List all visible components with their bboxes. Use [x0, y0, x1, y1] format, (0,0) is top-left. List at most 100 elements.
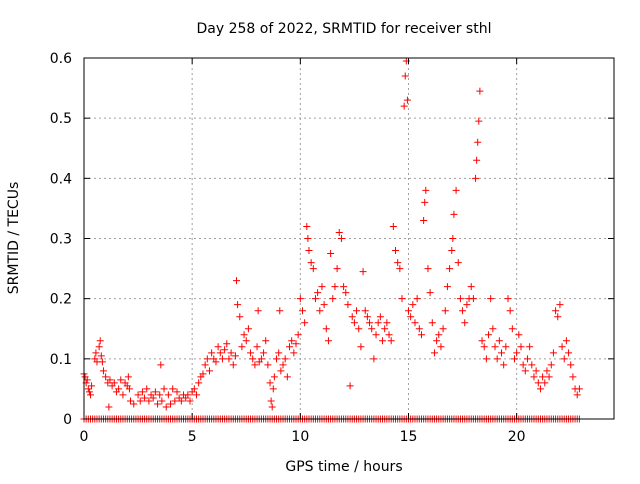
- y-tick-label: 0.3: [50, 232, 72, 248]
- data-point: [283, 373, 291, 381]
- data-point: [387, 337, 395, 345]
- data-point: [290, 349, 298, 357]
- data-point: [171, 397, 179, 405]
- data-point: [102, 373, 110, 381]
- data-point: [277, 367, 285, 375]
- data-point: [376, 313, 384, 321]
- data-point: [314, 289, 322, 297]
- data-point: [510, 355, 518, 363]
- data-point: [355, 325, 363, 333]
- data-point: [363, 313, 371, 321]
- data-point: [517, 343, 525, 351]
- data-point: [225, 355, 233, 363]
- data-point: [231, 352, 239, 360]
- data-point: [234, 301, 242, 309]
- data-point: [480, 343, 488, 351]
- data-point: [253, 343, 261, 351]
- data-point: [264, 361, 272, 369]
- data-point: [309, 265, 317, 273]
- data-point: [368, 325, 376, 333]
- data-point: [190, 385, 198, 393]
- data-point: [110, 379, 118, 387]
- data-point: [449, 235, 457, 242]
- data-point: [521, 367, 529, 375]
- data-point: [117, 376, 125, 384]
- data-point: [359, 268, 367, 276]
- x-tick-label: 20: [508, 429, 526, 445]
- data-point: [106, 376, 114, 384]
- data-point: [575, 385, 583, 393]
- data-point: [311, 295, 319, 303]
- data-point: [528, 361, 536, 369]
- data-point: [562, 337, 570, 345]
- data-point: [303, 222, 311, 230]
- data-point: [167, 400, 175, 408]
- data-point: [130, 400, 138, 408]
- data-point: [552, 307, 560, 315]
- x-axis-label: GPS time / hours: [285, 459, 402, 475]
- y-tick-label: 0.4: [50, 171, 72, 187]
- data-point: [268, 403, 276, 411]
- data-point: [115, 385, 123, 393]
- data-point: [502, 343, 510, 351]
- data-point: [534, 379, 542, 387]
- y-tick-label: 0: [63, 412, 72, 428]
- data-point: [86, 391, 94, 399]
- y-tick-label: 0.1: [50, 352, 72, 368]
- data-point: [305, 247, 313, 255]
- data-point: [456, 295, 464, 303]
- data-point: [214, 343, 222, 351]
- data-point: [158, 397, 166, 405]
- data-point: [267, 397, 275, 405]
- data-point: [413, 295, 421, 303]
- data-point: [396, 265, 404, 273]
- data-point: [435, 331, 443, 339]
- data-point: [424, 265, 432, 273]
- data-point: [212, 358, 220, 366]
- data-point: [257, 355, 265, 363]
- data-point: [567, 361, 575, 369]
- x-tick-label: 0: [80, 429, 89, 445]
- data-point: [98, 358, 106, 366]
- data-point: [422, 186, 430, 194]
- data-point: [350, 319, 358, 327]
- data-point: [229, 361, 237, 369]
- data-point: [286, 343, 294, 351]
- data-point: [169, 385, 177, 393]
- data-point: [473, 156, 481, 164]
- x-tick-label: 10: [291, 429, 309, 445]
- data-point: [417, 331, 425, 339]
- data-point: [151, 388, 159, 396]
- axis-ticks: 0 5 10 15 20 0 0.1 0.2 0.3 0.4 0.5 0.6: [50, 51, 614, 445]
- data-point: [409, 301, 417, 309]
- data-point: [459, 307, 467, 315]
- data-point: [279, 361, 287, 369]
- data-point: [513, 349, 521, 357]
- data-point: [392, 247, 400, 255]
- data-point: [515, 331, 523, 339]
- data-point: [536, 385, 544, 393]
- data-point: [357, 343, 365, 351]
- data-point: [565, 349, 573, 357]
- data-point: [541, 379, 549, 387]
- y-tick-label: 0.6: [50, 51, 72, 67]
- data-point: [415, 325, 423, 333]
- data-point: [361, 307, 369, 315]
- data-point: [227, 349, 235, 357]
- data-point: [288, 337, 296, 345]
- data-point: [448, 247, 456, 255]
- data-point: [273, 355, 281, 363]
- data-point: [329, 295, 337, 303]
- data-point: [430, 349, 438, 357]
- data-point: [532, 367, 540, 375]
- data-point: [487, 295, 495, 303]
- data-point: [485, 331, 493, 339]
- data-point: [201, 361, 209, 369]
- data-point: [469, 295, 477, 303]
- data-point: [276, 307, 284, 315]
- data-point: [543, 367, 551, 375]
- data-point: [316, 307, 324, 315]
- data-point: [439, 325, 447, 333]
- data-point: [519, 361, 527, 369]
